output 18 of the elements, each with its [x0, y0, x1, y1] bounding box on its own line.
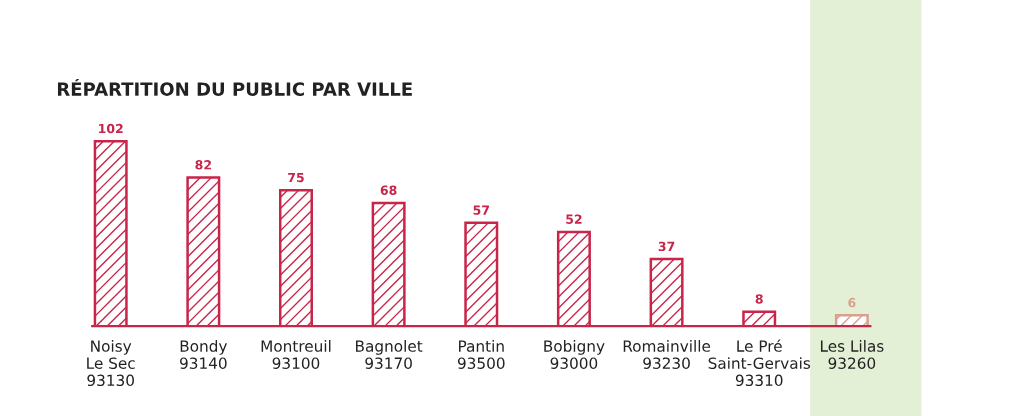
data-label: 8 — [755, 294, 763, 304]
chart-title: RÉPARTITION DU PUBLIC PAR VILLE — [57, 78, 412, 96]
data-label: 68 — [380, 185, 397, 195]
data-label: 37 — [658, 241, 675, 252]
x-tick-label: Pantin 93500 — [457, 340, 505, 369]
data-label: 75 — [288, 172, 304, 183]
x-tick-label: Bobigny 93000 — [544, 340, 605, 369]
x-tick-label: Noisy Le Sec 93130 — [87, 340, 135, 387]
x-tick-label: Bagnolet 93170 — [356, 340, 423, 369]
data-label: 57 — [473, 205, 489, 215]
x-tick-label: Montreuil 93100 — [261, 340, 331, 369]
bar — [834, 314, 869, 327]
data-label: 102 — [99, 123, 123, 134]
data-label: 52 — [566, 214, 582, 224]
x-tick-label: Les Lilas 93260 — [820, 340, 884, 369]
data-label: 6 — [848, 297, 856, 308]
data-label: 82 — [195, 160, 211, 170]
x-tick-label: Bondy 93140 — [180, 340, 228, 369]
